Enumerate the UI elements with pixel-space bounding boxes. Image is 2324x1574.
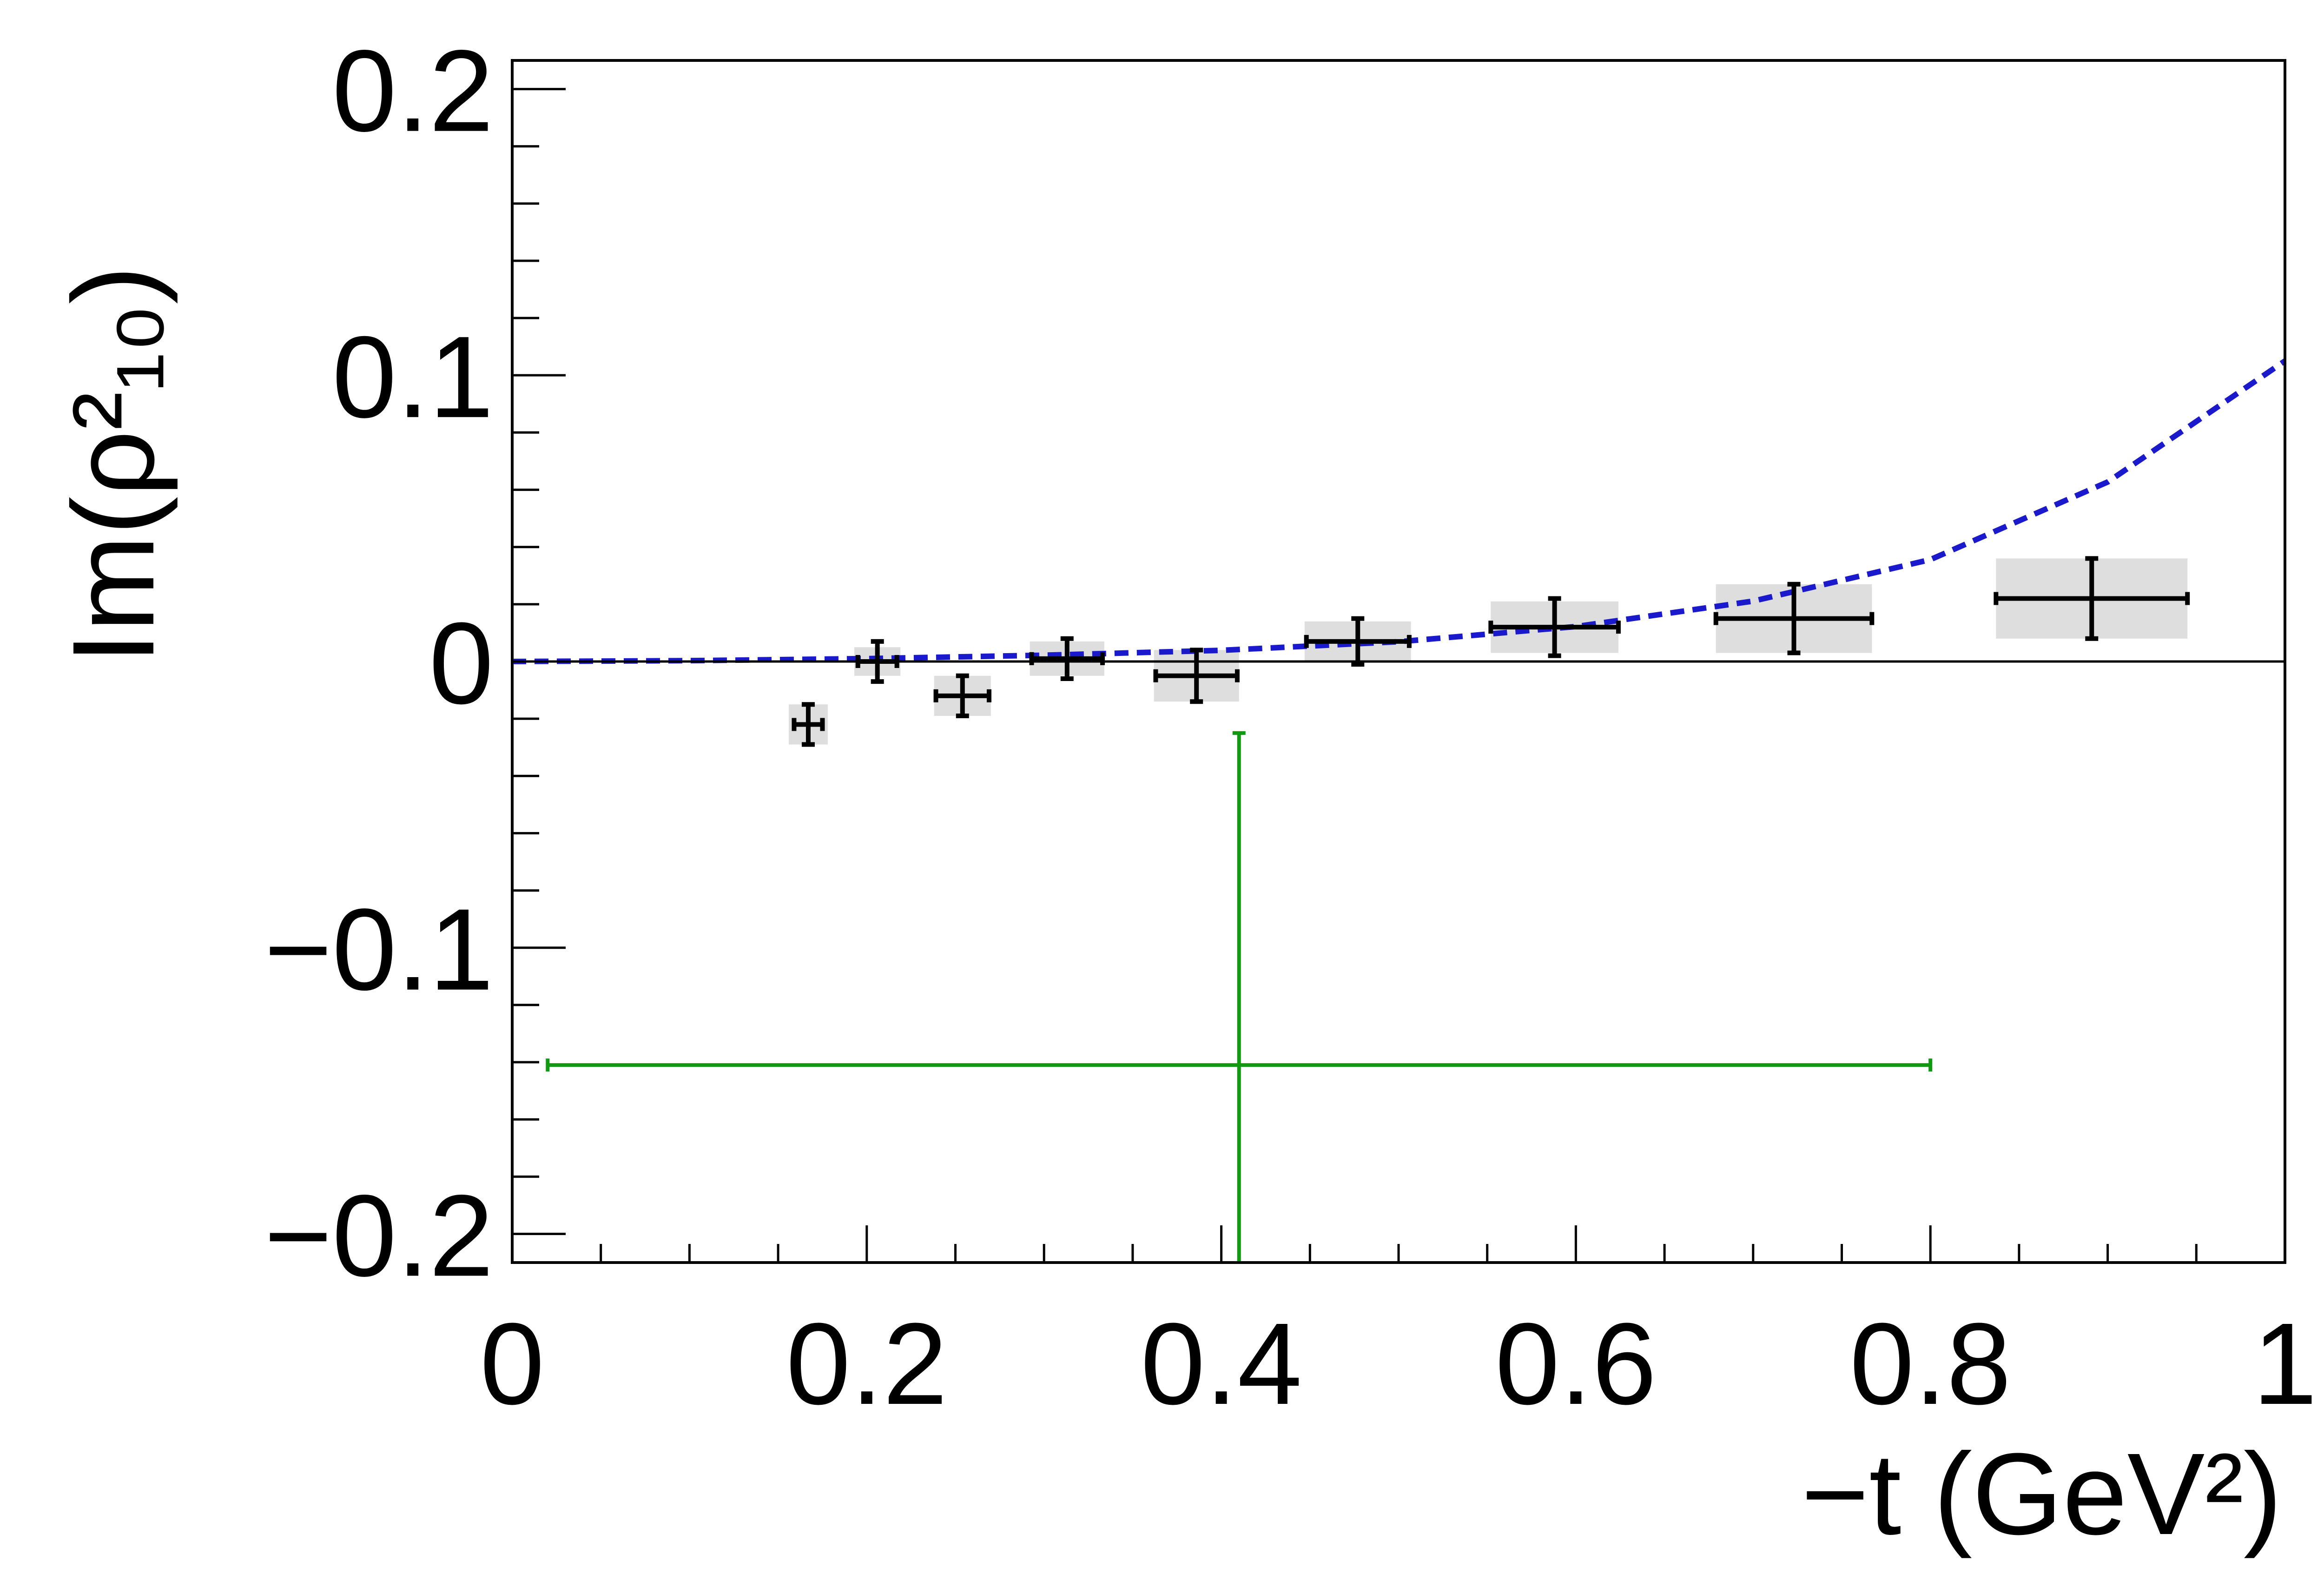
y-tick-label: 0: [429, 598, 494, 728]
tick-labels: 0 0.2 0.4 0.6 0.8 1 0.2 0.1 0 −0.1 −0.2: [264, 26, 2317, 1429]
reference-point-1: [546, 731, 1933, 1263]
axis-ticks: [511, 88, 2286, 1263]
data-point-2: [855, 639, 899, 684]
data-point-4: [1029, 636, 1105, 681]
y-axis-title: Im(ρ²₁₀): [48, 265, 178, 664]
x-tick-label: 1: [2252, 1299, 2317, 1429]
x-tick-label: 0.6: [1495, 1299, 1657, 1429]
data-point-6: [1304, 616, 1412, 667]
y-tick-label: 0.1: [332, 312, 494, 442]
x-tick-label: 0.2: [786, 1299, 948, 1429]
y-tick-label: 0.2: [332, 26, 494, 156]
data-point-9: [1994, 556, 2190, 641]
y-tick-label: −0.2: [264, 1171, 494, 1300]
x-tick-label: 0.8: [1849, 1299, 2011, 1429]
x-axis-title: −t (GeV²): [1801, 1429, 2282, 1559]
x-tick-label: 0.4: [1141, 1299, 1302, 1429]
plot-frame: [511, 59, 2286, 1264]
data-point-8: [1713, 582, 1875, 655]
data-point-3: [933, 673, 991, 718]
x-tick-label: 0: [480, 1299, 544, 1429]
y-tick-label: −0.1: [264, 885, 494, 1014]
data-point-5: [1153, 648, 1240, 704]
data-points: [546, 556, 2190, 1263]
data-point-1: [792, 702, 825, 747]
model-curve-dashed: [512, 358, 2287, 664]
data-point-7: [1488, 596, 1621, 658]
